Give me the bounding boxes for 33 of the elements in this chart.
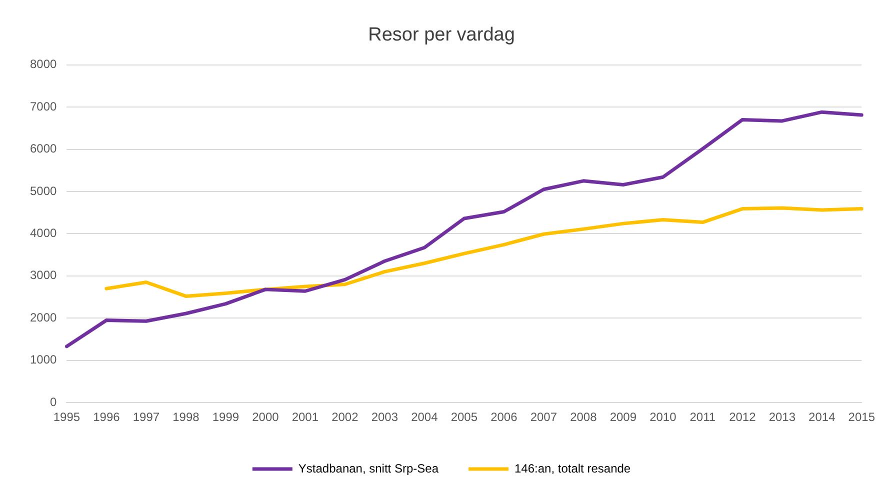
x-tick-label: 2006 — [490, 410, 518, 424]
x-tick-label: 2009 — [610, 410, 637, 424]
y-tick-label: 2000 — [30, 310, 58, 324]
x-tick-label: 2014 — [808, 410, 836, 424]
x-tick-label: 2005 — [450, 410, 478, 424]
y-tick-label: 8000 — [30, 57, 58, 72]
x-tick-label: 2002 — [332, 410, 359, 424]
x-tick-label: 2013 — [768, 410, 796, 424]
x-tick-label: 2003 — [371, 410, 398, 424]
x-tick-label: 2011 — [690, 410, 716, 424]
x-tick-label: 2015 — [848, 410, 876, 424]
x-tick-label: 2007 — [530, 410, 558, 424]
y-tick-label: 0 — [50, 394, 58, 409]
y-tick-label: 5000 — [30, 184, 58, 198]
y-tick-label: 4000 — [30, 226, 58, 240]
x-tick-label: 1999 — [212, 410, 240, 424]
x-tick-label: 1996 — [93, 410, 120, 424]
x-tick-label: 2000 — [252, 410, 280, 424]
x-tick-label: 2008 — [570, 410, 598, 424]
x-tick-label: 2012 — [729, 410, 756, 424]
x-tick-label: 1995 — [53, 410, 80, 424]
y-tick-label: 7000 — [30, 99, 58, 114]
chart-title: Resor per vardag — [368, 24, 515, 46]
x-tick-label: 1997 — [132, 410, 160, 424]
y-tick-label: 6000 — [30, 142, 58, 156]
y-tick-label: 3000 — [30, 268, 58, 282]
x-tick-label: 2001 — [292, 410, 319, 424]
legend-label: 146:an, totalt resande — [514, 461, 631, 476]
x-tick-label: 1998 — [172, 410, 200, 424]
x-tick-label: 2004 — [411, 410, 438, 424]
x-tick-label: 2010 — [650, 410, 677, 424]
legend-label: Ystadbanan, snitt Srp-Sea — [298, 461, 439, 476]
y-tick-label: 1000 — [30, 352, 58, 367]
